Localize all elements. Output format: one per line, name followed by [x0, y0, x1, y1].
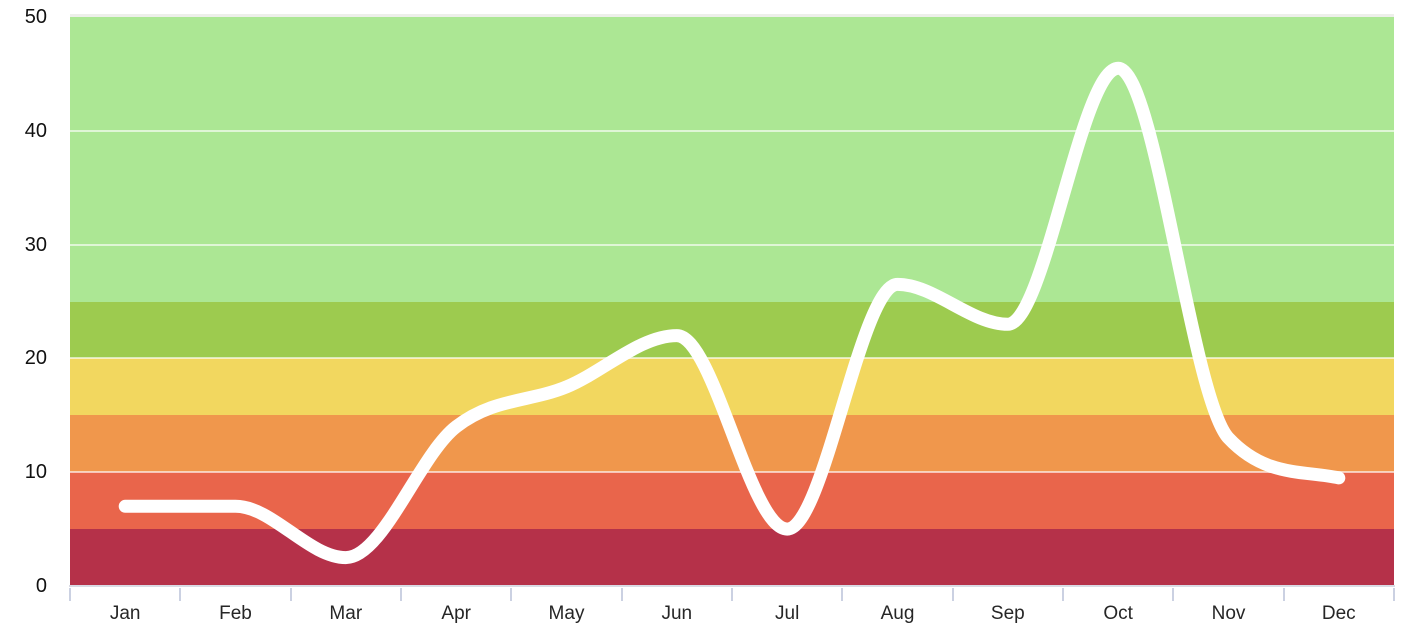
gridline [70, 357, 1394, 360]
x-axis-tick-mark [510, 588, 513, 601]
gridline [70, 243, 1394, 246]
x-axis-tick-mark [400, 588, 402, 601]
x-axis-month-label: Dec [1321, 603, 1356, 624]
y-axis-tick-label: 10 [24, 461, 47, 484]
x-axis-tick-mark [731, 588, 733, 601]
x-axis-tick-mark [1172, 588, 1175, 601]
x-axis-tick-mark [951, 588, 954, 601]
y-axis-tick-label: 30 [24, 233, 47, 256]
x-axis-month-label: Jul [775, 603, 800, 624]
x-axis-tick-mark [1062, 588, 1064, 601]
x-axis-month-label: Jun [661, 603, 693, 624]
gridline [70, 129, 1394, 132]
x-axis-month-label: Aug [880, 603, 915, 624]
zone-band [70, 358, 1394, 416]
x-axis-tick-mark [179, 588, 182, 601]
x-axis-month-label: Nov [1211, 603, 1246, 624]
gridline [70, 471, 1394, 474]
x-axis-line [69, 585, 1395, 587]
top-gridline [70, 14, 1394, 17]
zone-band [70, 472, 1394, 530]
x-axis-tick-mark [620, 588, 623, 601]
zone-band [70, 301, 1394, 359]
x-axis-tick-mark [841, 588, 844, 601]
x-axis-month-label: May [548, 603, 585, 624]
y-axis-tick-label: 40 [24, 119, 47, 142]
x-axis-month-label: Mar [329, 603, 363, 624]
x-axis-tick-mark [1282, 588, 1285, 601]
y-axis-tick-label: 20 [24, 347, 47, 370]
x-axis-month-label: Apr [441, 603, 471, 624]
x-axis-month-label: Sep [990, 603, 1025, 624]
y-axis-tick-label: 0 [35, 575, 47, 597]
x-axis-tick-mark [289, 588, 292, 601]
y-axis-tick-label: 50 [24, 6, 47, 28]
x-axis-month-label: Jan [109, 603, 141, 624]
x-axis-tick-mark [69, 588, 71, 601]
x-axis-month-label: Oct [1103, 603, 1133, 624]
x-axis-tick-mark [1393, 588, 1395, 601]
x-axis-month-label: Feb [219, 603, 252, 624]
data-line [118, 61, 1346, 565]
